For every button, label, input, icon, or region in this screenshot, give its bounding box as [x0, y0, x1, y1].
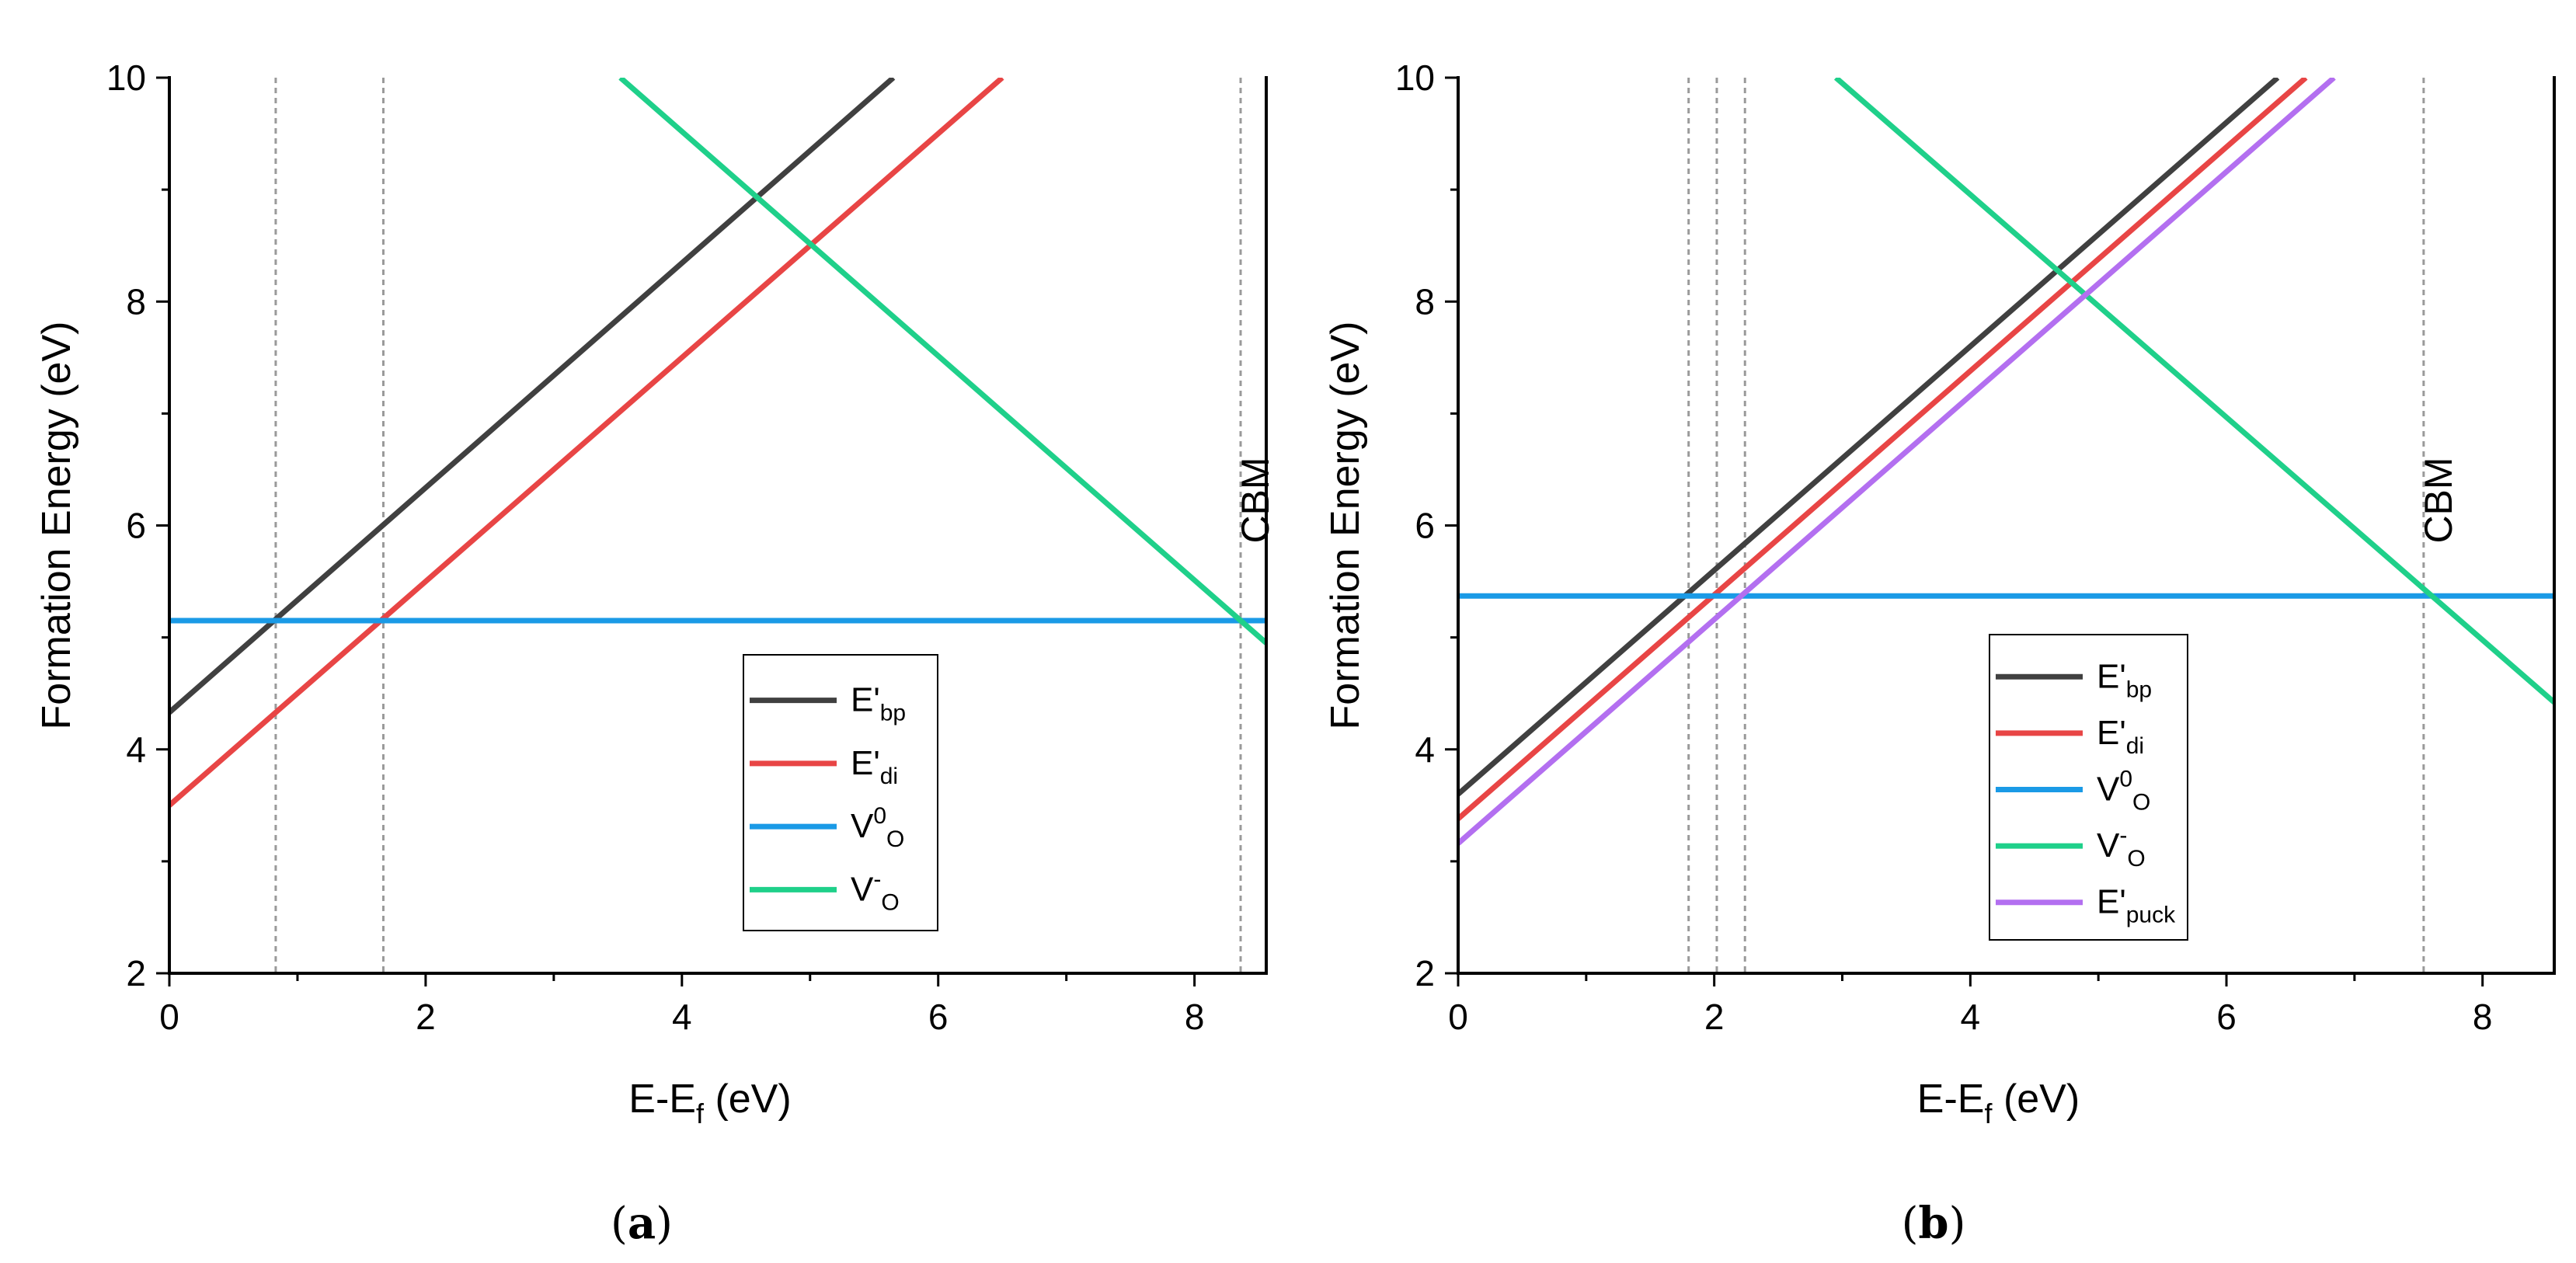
series-line-bp: [1458, 78, 2280, 797]
panel-caption-open: (: [611, 1199, 628, 1249]
y-tick-label: 4: [1415, 729, 1435, 770]
legend-label-sup: 0: [2119, 767, 2132, 792]
series-line-di: [1458, 78, 2308, 821]
y-tick-label: 8: [1415, 281, 1435, 322]
legend-label-sub: di: [880, 764, 898, 789]
panel-caption-letter: b: [1918, 1198, 1948, 1249]
series-line-bp: [169, 78, 896, 715]
y-tick-label: 10: [106, 57, 146, 98]
x-axis-title-sub: f: [1984, 1098, 1993, 1129]
panel-caption-letter: a: [628, 1198, 656, 1249]
legend-label: E'bp: [2097, 657, 2152, 702]
legend-label: V-O: [2097, 823, 2146, 872]
x-axis-title: E-Ef (eV): [628, 1077, 791, 1129]
x-tick-label: 2: [1704, 997, 1725, 1037]
legend-label: V0O: [851, 803, 904, 852]
x-axis-title-sub: f: [696, 1098, 705, 1129]
x-tick-label: 4: [1961, 997, 1981, 1037]
legend-label-sub: O: [881, 889, 899, 915]
legend-label-sub: bp: [880, 701, 906, 726]
x-tick-label: 6: [2216, 997, 2237, 1037]
y-tick-label: 6: [126, 506, 146, 546]
series-line-puck: [1458, 78, 2336, 846]
legend-label-main: E': [851, 681, 880, 719]
legend-label-sub: O: [886, 826, 904, 852]
panel-caption-open: (: [1902, 1199, 1919, 1249]
series-line-O-minus: [1833, 78, 2554, 705]
x-tick-label: 8: [2473, 997, 2493, 1037]
x-tick-label: 2: [416, 997, 436, 1037]
x-axis-title-main: E-E: [1917, 1077, 1985, 1122]
x-tick-label: 0: [159, 997, 179, 1037]
x-tick-label: 8: [1185, 997, 1205, 1037]
y-tick-label: 10: [1395, 57, 1435, 98]
x-axis-title: E-Ef (eV): [1917, 1077, 2080, 1129]
panel-caption-close: ): [656, 1199, 673, 1249]
legend-label-sup: 0: [873, 803, 886, 829]
legend-label-sub: O: [2132, 790, 2150, 816]
legend-label: E'puck: [2097, 883, 2176, 928]
legend-label-main: V: [2097, 771, 2120, 809]
y-tick-label: 2: [1415, 953, 1435, 993]
legend-label: E'di: [851, 744, 898, 789]
panel-caption: (b): [1902, 1198, 1966, 1249]
series-line-O-minus: [618, 78, 1266, 645]
x-tick-label: 0: [1448, 997, 1468, 1037]
legend-label-main: V: [851, 807, 874, 845]
y-tick-label: 8: [126, 281, 146, 322]
y-tick-label: 2: [126, 953, 146, 993]
plot-area: [1458, 78, 2554, 846]
panel-caption-close: ): [1949, 1199, 1966, 1249]
cbm-annotation: CBM: [2417, 457, 2460, 543]
legend-label-sub: puck: [2126, 903, 2176, 928]
series-line-di: [169, 78, 1004, 808]
x-axis-title-main: E-E: [628, 1077, 696, 1122]
legend-label-main: E': [851, 744, 880, 782]
x-tick-label: 4: [672, 997, 692, 1037]
x-tick-label: 6: [928, 997, 949, 1037]
cbm-annotation: CBM: [1234, 457, 1277, 543]
legend-label-main: E': [2097, 883, 2126, 921]
y-axis-title: Formation Energy (eV): [34, 322, 79, 730]
legend-label: V-O: [851, 866, 900, 915]
y-axis-title: Formation Energy (eV): [1323, 322, 1368, 730]
legend-label-sub: O: [2127, 846, 2145, 872]
legend-label-main: E': [2097, 714, 2126, 752]
y-tick-label: 6: [1415, 506, 1435, 546]
legend-label-sub: di: [2126, 733, 2144, 759]
legend-label-main: V: [851, 870, 874, 908]
legend-label-sub: bp: [2126, 677, 2152, 702]
legend-label-main: V: [2097, 826, 2120, 865]
legend-label-main: E': [2097, 657, 2126, 695]
legend-label: E'bp: [851, 681, 906, 726]
plot-area: [169, 78, 1266, 808]
legend-label: V0O: [2097, 767, 2150, 816]
x-axis-title-unit: (eV): [1993, 1077, 2080, 1122]
panel-caption: (a): [611, 1198, 673, 1249]
x-axis-title-unit: (eV): [704, 1077, 792, 1122]
legend-label: E'di: [2097, 714, 2144, 759]
y-tick-label: 4: [126, 729, 146, 770]
legend-label-sup: -: [873, 866, 881, 892]
legend-label-sup: -: [2119, 823, 2127, 848]
